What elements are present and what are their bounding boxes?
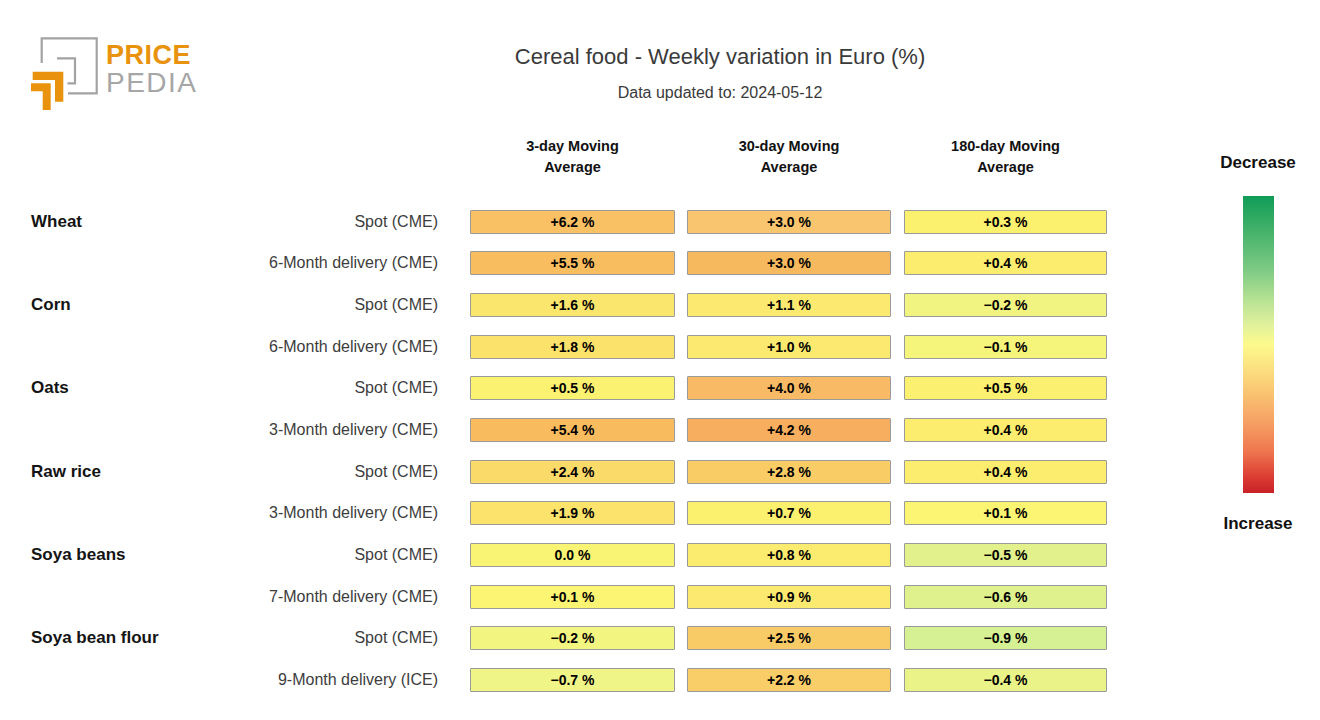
heatmap-cell: +3.0 % (687, 210, 891, 234)
heatmap-cell: −0.9 % (904, 626, 1107, 650)
heatmap-cell: +2.4 % (470, 460, 675, 484)
heatmap-cell: +2.5 % (687, 626, 891, 650)
legend-increase-label: Increase (1188, 514, 1320, 534)
heatmap-cell: +2.2 % (687, 668, 891, 692)
table-row: Soya beansSpot (CME) 0.0 % +0.8 % −0.5 % (0, 534, 1130, 576)
heatmap-cell: +1.6 % (470, 293, 675, 317)
contract-label: Spot (CME) (211, 463, 438, 481)
commodity-label: Raw rice (0, 462, 211, 482)
column-header-3day: 3-day Moving Average (470, 136, 675, 178)
heatmap-cell: +0.1 % (904, 501, 1107, 525)
heatmap-cell: +0.4 % (904, 251, 1107, 275)
contract-label: Spot (CME) (211, 296, 438, 314)
heatmap-cell: +0.5 % (904, 376, 1107, 400)
heatmap-cell: +0.8 % (687, 543, 891, 567)
heatmap-cell: +1.8 % (470, 335, 675, 359)
table-row: 6-Month delivery (CME) +5.5 % +3.0 % +0.4 % (0, 243, 1130, 285)
heatmap-cell: +1.0 % (687, 335, 891, 359)
heatmap-rows: WheatSpot (CME)+6.2 %+3.0 %+0.3 %6-Month… (0, 201, 1130, 701)
heatmap-cell: 0.0 % (470, 543, 675, 567)
heatmap-cell: +0.7 % (687, 501, 891, 525)
contract-label: Spot (CME) (211, 213, 438, 231)
heatmap-cell: +6.2 % (470, 210, 675, 234)
heatmap-cell: −0.5 % (904, 543, 1107, 567)
commodity-label: Soya bean flour (0, 628, 211, 648)
page-title: Cereal food - Weekly variation in Euro (… (120, 44, 1320, 70)
contract-label: Spot (CME) (211, 629, 438, 647)
heatmap-cell: −0.1 % (904, 335, 1107, 359)
table-row: 6-Month delivery (CME) +1.8 % +1.0 % −0.1 % (0, 326, 1130, 368)
contract-label: Spot (CME) (211, 379, 438, 397)
heatmap-cell: +5.5 % (470, 251, 675, 275)
data-updated-subtitle: Data updated to: 2024-05-12 (120, 84, 1320, 102)
heatmap-cell: +0.5 % (470, 376, 675, 400)
table-row: WheatSpot (CME) +6.2 % +3.0 % +0.3 % (0, 201, 1130, 243)
table-row: 3-Month delivery (CME) +1.9 % +0.7 % +0.1 % (0, 492, 1130, 534)
table-row: Soya bean flourSpot (CME) −0.2 % +2.5 % −0.… (0, 617, 1130, 659)
contract-label: 9-Month delivery (ICE) (211, 671, 438, 689)
heatmap-cell: −0.6 % (904, 585, 1107, 609)
table-row: 9-Month delivery (ICE) −0.7 % +2.2 % −0.4 % (0, 659, 1130, 701)
heatmap-cell: −0.2 % (470, 626, 675, 650)
commodity-label: Soya beans (0, 545, 211, 565)
legend-decrease-label: Decrease (1188, 153, 1320, 173)
heatmap-cell: +4.0 % (687, 376, 891, 400)
pricepedia-heatmap-page: PRICE PEDIA Cereal food - Weekly variati… (0, 0, 1320, 720)
heatmap-cell: +1.1 % (687, 293, 891, 317)
commodity-label: Oats (0, 378, 211, 398)
contract-label: 6-Month delivery (CME) (211, 338, 438, 356)
contract-label: 3-Month delivery (CME) (211, 421, 438, 439)
title-block: Cereal food - Weekly variation in Euro (… (120, 44, 1320, 102)
heatmap-cell: +2.8 % (687, 460, 891, 484)
heatmap-cell: −0.2 % (904, 293, 1107, 317)
table-row: 3-Month delivery (CME) +5.4 % +4.2 % +0.4 % (0, 409, 1130, 451)
heatmap-cell: +0.9 % (687, 585, 891, 609)
heatmap-cell: +3.0 % (687, 251, 891, 275)
pricepedia-logo-mark (31, 36, 99, 114)
heatmap-cell: +4.2 % (687, 418, 891, 442)
table-row: 7-Month delivery (CME) +0.1 % +0.9 % −0.6 % (0, 576, 1130, 618)
table-row: CornSpot (CME) +1.6 % +1.1 % −0.2 % (0, 284, 1130, 326)
legend-gradient-bar (1243, 196, 1274, 493)
column-header-30day: 30-day Moving Average (687, 136, 891, 178)
contract-label: 7-Month delivery (CME) (211, 588, 438, 606)
contract-label: Spot (CME) (211, 546, 438, 564)
heatmap-cell: +1.9 % (470, 501, 675, 525)
heatmap-cell: +5.4 % (470, 418, 675, 442)
commodity-label: Wheat (0, 212, 211, 232)
heatmap-cell: +0.4 % (904, 460, 1107, 484)
contract-label: 3-Month delivery (CME) (211, 504, 438, 522)
heatmap-cell: +0.4 % (904, 418, 1107, 442)
heatmap-cell: −0.7 % (470, 668, 675, 692)
heatmap-cell: −0.4 % (904, 668, 1107, 692)
column-header-180day: 180-day Moving Average (904, 136, 1107, 178)
heatmap-cell: +0.1 % (470, 585, 675, 609)
contract-label: 6-Month delivery (CME) (211, 254, 438, 272)
table-row: Raw riceSpot (CME) +2.4 % +2.8 % +0.4 % (0, 451, 1130, 493)
commodity-label: Corn (0, 295, 211, 315)
heatmap-cell: +0.3 % (904, 210, 1107, 234)
table-row: OatsSpot (CME) +0.5 % +4.0 % +0.5 % (0, 368, 1130, 410)
